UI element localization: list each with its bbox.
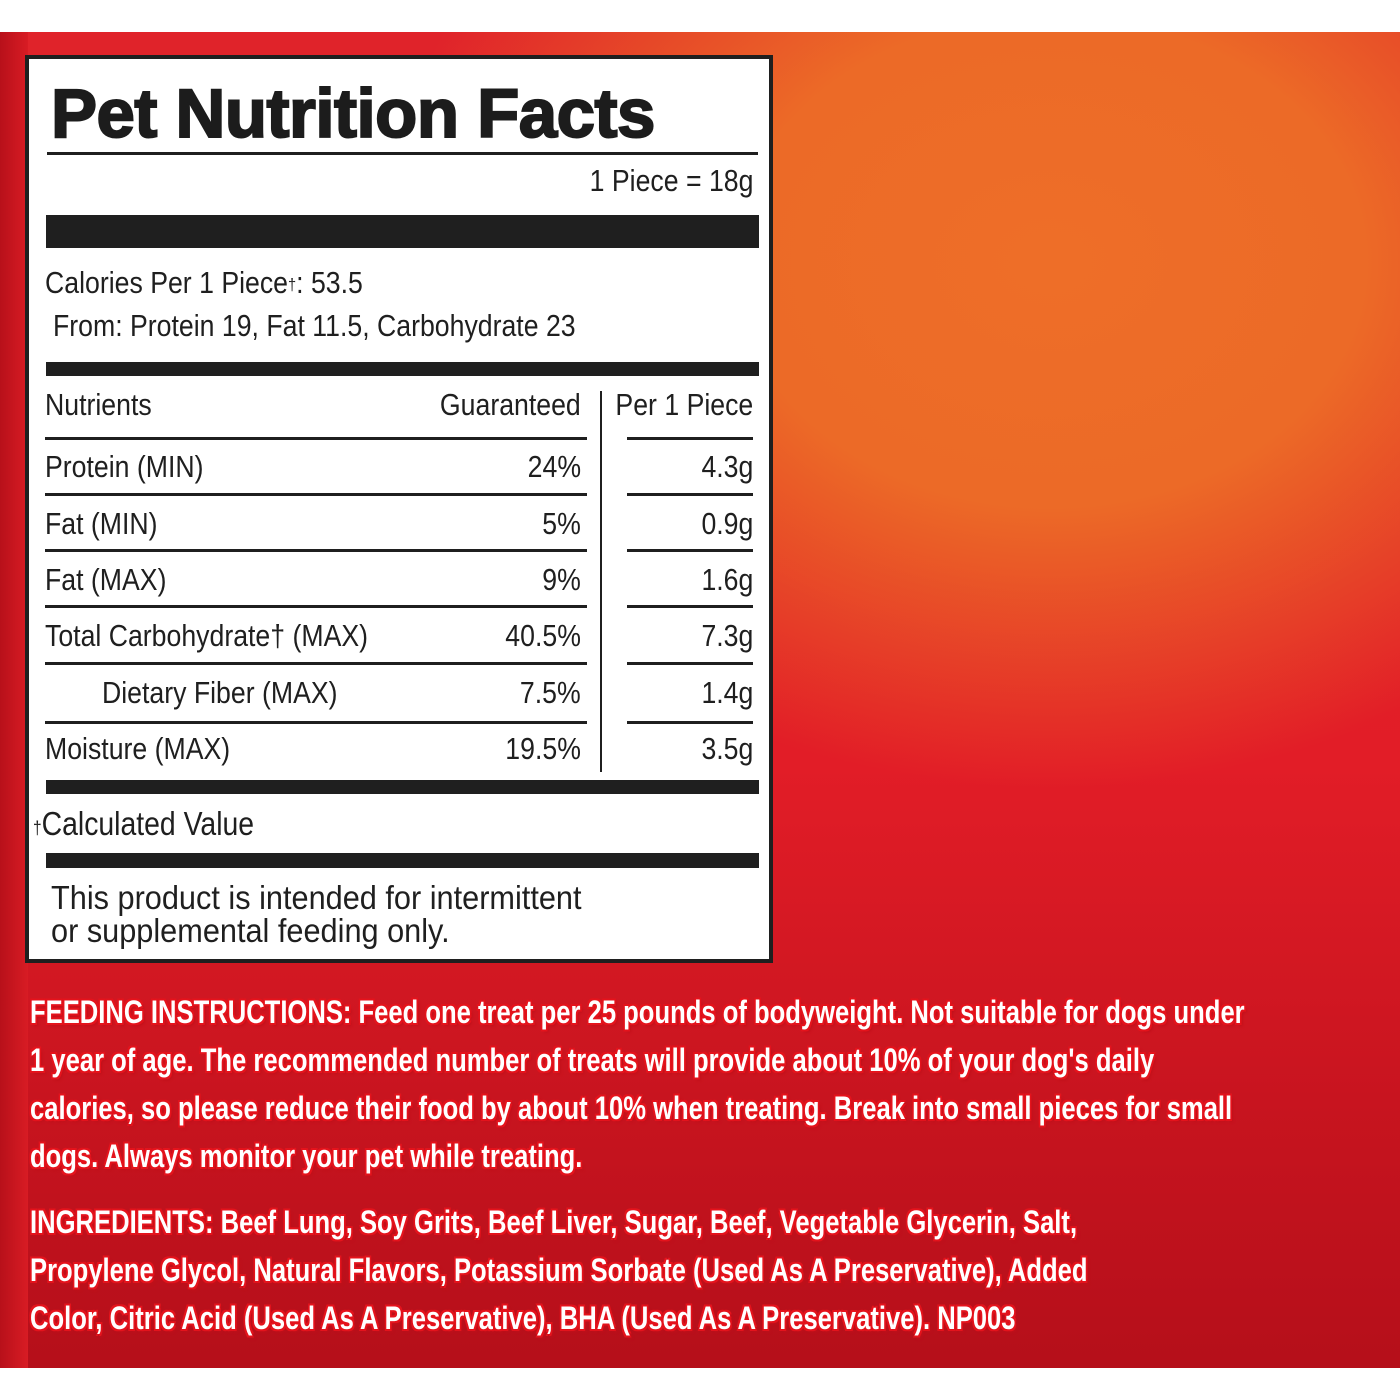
calories-label: Calories Per 1 Piece (45, 265, 289, 300)
ingredients-last-line: Color, Citric Acid (Used As A Preservati… (30, 1294, 1362, 1342)
feeding-instructions: FEEDING INSTRUCTIONS: Feed one treat per… (30, 988, 1245, 1180)
row-rule (627, 493, 753, 496)
guaranteed-value: 7.5% (520, 675, 581, 710)
row-rule (45, 605, 587, 608)
calories-value: : 53.5 (296, 265, 363, 300)
serving-size: 1 Piece = 18g (589, 163, 753, 198)
guaranteed-value: 19.5% (505, 731, 581, 766)
guaranteed-value: 40.5% (505, 618, 581, 653)
guaranteed-value: 9% (542, 562, 581, 597)
row-rule (45, 721, 587, 724)
header-per-piece: Per 1 Piece (615, 387, 753, 422)
feeding-line: calories, so please reduce their food by… (30, 1090, 1233, 1126)
ingredients-line: Color, Citric Acid (Used As A Preservati… (30, 1300, 931, 1336)
per-piece-value: 0.9g (701, 506, 753, 541)
calories-from: From: Protein 19, Fat 11.5, Carbohydrate… (53, 308, 576, 343)
per-piece-value: 4.3g (701, 449, 753, 484)
panel-title: Pet Nutrition Facts (50, 75, 656, 152)
header-guaranteed: Guaranteed (440, 387, 581, 422)
per-piece-value: 1.6g (701, 562, 753, 597)
ingredients-line: INGREDIENTS: Beef Lung, Soy Grits, Beef … (30, 1204, 1078, 1240)
feeding-disclaimer: This product is intended for intermitten… (51, 881, 582, 947)
disclaimer-line: or supplemental feeding only. (51, 912, 450, 949)
pet-nutrition-facts-panel: Pet Nutrition Facts 1 Piece = 18g Calori… (25, 55, 773, 963)
per-piece-value: 1.4g (701, 675, 753, 710)
per-piece-value: 7.3g (701, 618, 753, 653)
calories-dagger: † (288, 275, 297, 294)
medium-divider (46, 362, 759, 376)
per-piece-value: 3.5g (701, 731, 753, 766)
guaranteed-value: 24% (527, 449, 581, 484)
calories-line: Calories Per 1 Piece†: 53.5 (45, 265, 363, 301)
nutrient-name: Dietary Fiber (MAX) (102, 675, 338, 710)
row-rule (627, 605, 753, 608)
column-divider (600, 391, 602, 772)
header-nutrients: Nutrients (45, 387, 152, 422)
guaranteed-value: 5% (542, 506, 581, 541)
row-rule (45, 437, 587, 440)
medium-divider (46, 780, 759, 794)
row-rule (627, 721, 753, 724)
row-rule (627, 437, 753, 440)
feeding-line: FEEDING INSTRUCTIONS: Feed one treat per… (30, 994, 1245, 1030)
feeding-line: dogs. Always monitor your pet while trea… (30, 1138, 583, 1174)
row-rule (45, 493, 587, 496)
row-rule (627, 662, 753, 665)
row-rule (45, 662, 587, 665)
row-rule (45, 549, 587, 552)
row-rule (627, 549, 753, 552)
nutrient-name: Fat (MIN) (45, 506, 158, 541)
nutrient-name: Protein (MIN) (45, 449, 204, 484)
title-rule (47, 152, 758, 155)
footnote-text: Calculated Value (41, 805, 255, 842)
disclaimer-line: This product is intended for intermitten… (51, 879, 582, 916)
ingredients-line: Propylene Glycol, Natural Flavors, Potas… (30, 1252, 1088, 1288)
thick-divider (46, 215, 759, 248)
medium-divider (46, 853, 759, 868)
footnote-dagger: † (33, 818, 42, 838)
feeding-line: 1 year of age. The recommended number of… (30, 1042, 1155, 1078)
nutrient-name: Total Carbohydrate† (MAX) (45, 618, 369, 653)
product-code: NP003 (937, 1300, 1016, 1336)
nutrient-name: Fat (MAX) (45, 562, 167, 597)
ingredients: INGREDIENTS: Beef Lung, Soy Grits, Beef … (30, 1198, 1150, 1342)
nutrient-name: Moisture (MAX) (45, 731, 231, 766)
footnote: †Calculated Value (33, 805, 254, 843)
